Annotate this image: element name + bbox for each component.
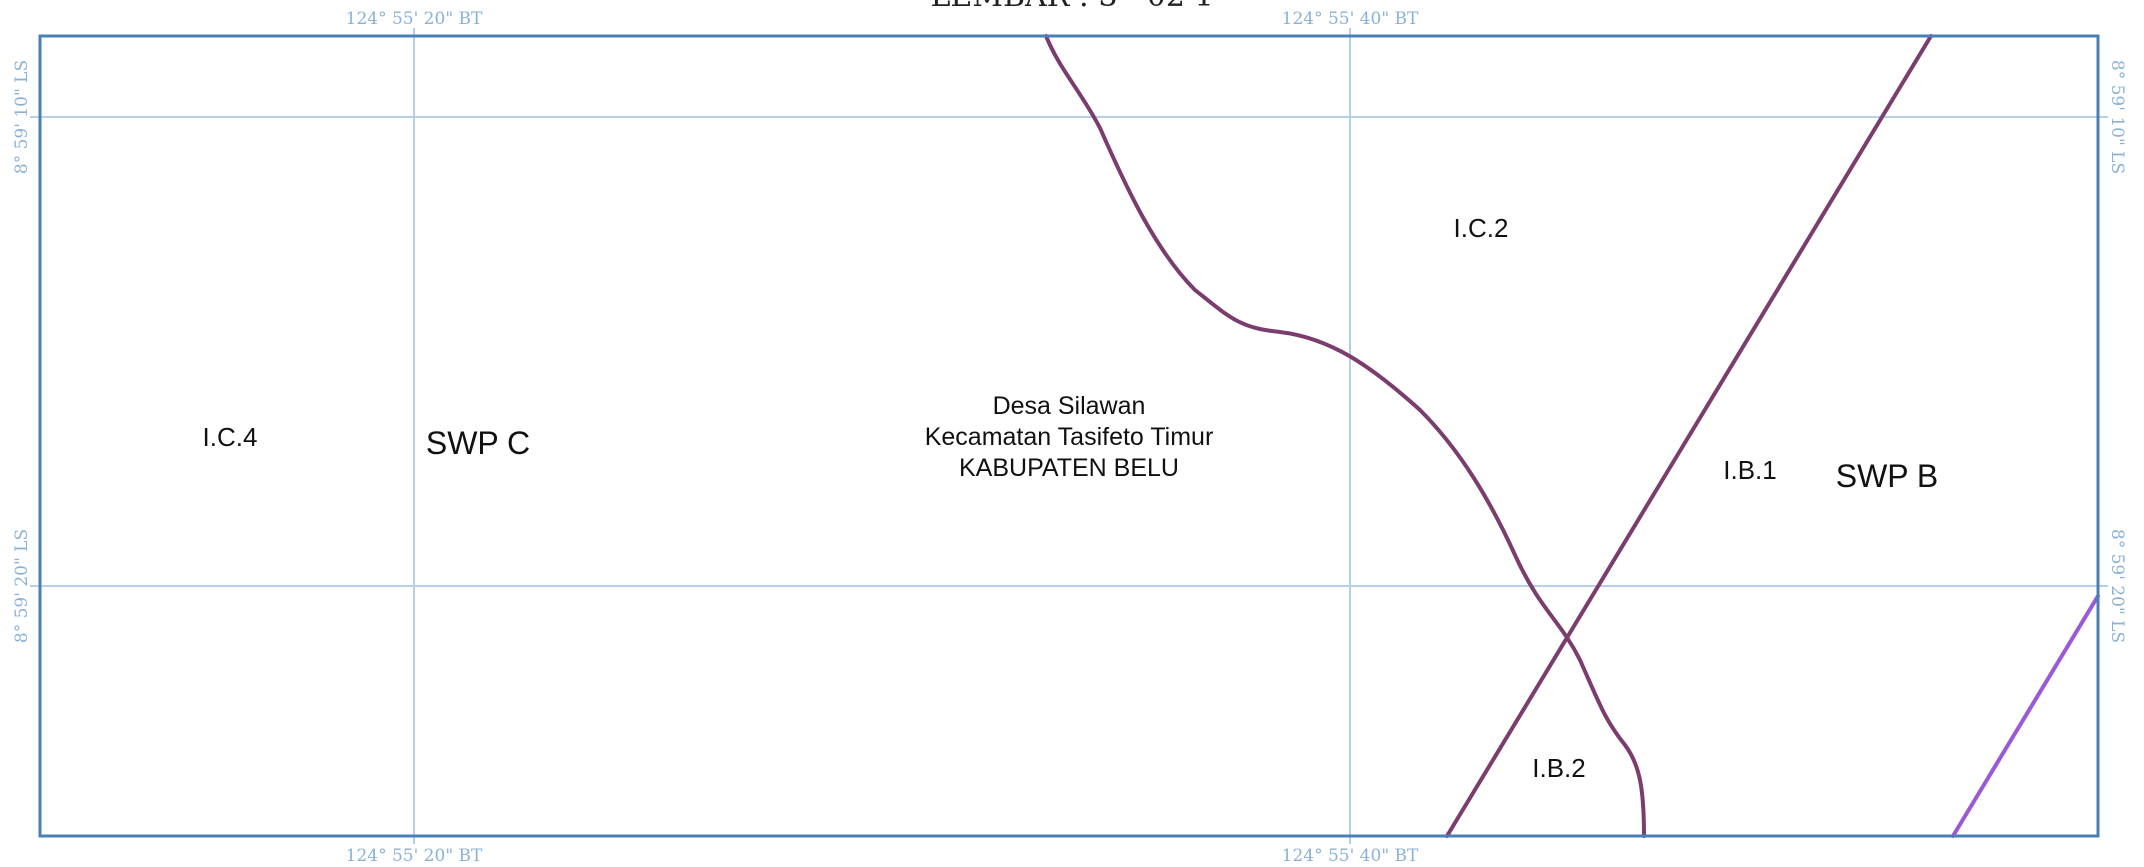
zone-label-ib1: I.B.1 (1723, 455, 1776, 485)
map-frame (38, 34, 2100, 838)
swp-label-b: SWP B (1836, 458, 1939, 494)
lat-label-left-1: 8° 59' 10" LS (12, 60, 32, 174)
road-curved[interactable] (1044, 34, 1646, 838)
lon-label-bottom-1: 124° 55' 20" BT (346, 846, 483, 866)
boundary-diagonal-light[interactable] (1951, 594, 2100, 838)
road-diagonal[interactable] (1445, 34, 1933, 838)
lat-label-left-2: 8° 59' 20" LS (12, 529, 32, 643)
zone-label-ib2: I.B.2 (1532, 753, 1585, 783)
swp-label-c: SWP C (426, 425, 530, 461)
lat-label-right-2: 8° 59' 20" LS (2107, 529, 2127, 643)
lon-label-top-2: 124° 55' 40" BT (1282, 9, 1419, 29)
place-district: Kecamatan Tasifeto Timur (925, 423, 1214, 451)
zone-label-ic4: I.C.4 (203, 422, 258, 452)
zone-label-ic2: I.C.2 (1454, 213, 1509, 243)
sheet-title: LEMBAR : 3 - 02 1 (930, 0, 1213, 14)
lat-label-right-1: 8° 59' 10" LS (2107, 60, 2127, 174)
lon-label-top-1: 124° 55' 20" BT (346, 9, 483, 29)
place-regency: KABUPATEN BELU (959, 454, 1179, 482)
lon-label-bottom-2: 124° 55' 40" BT (1282, 846, 1419, 866)
place-village: Desa Silawan (993, 392, 1146, 420)
